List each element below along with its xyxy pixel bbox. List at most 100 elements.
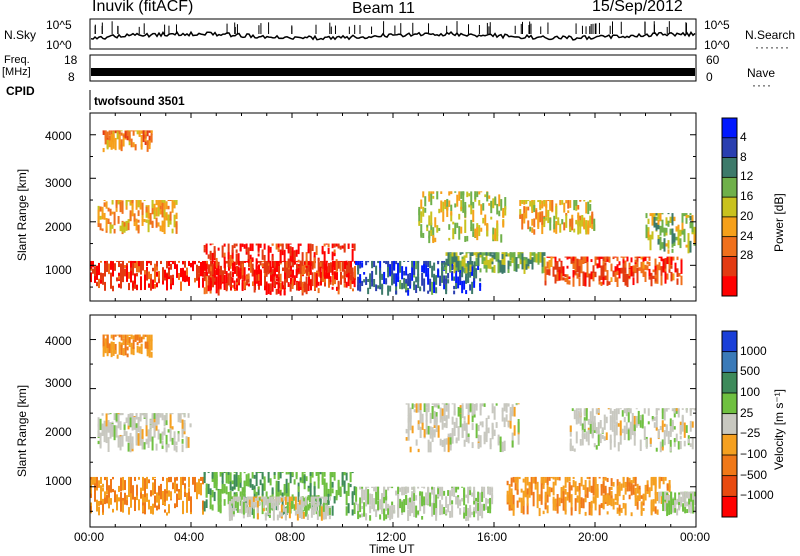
heatmap-cell bbox=[405, 437, 408, 441]
heatmap-cell bbox=[359, 260, 362, 267]
heatmap-cell bbox=[143, 413, 146, 418]
heatmap-cell bbox=[381, 506, 384, 515]
heatmap-cell bbox=[432, 235, 435, 244]
heatmap-cell bbox=[671, 419, 674, 427]
heatmap-cell bbox=[664, 271, 667, 284]
heatmap-cell bbox=[145, 425, 148, 437]
heatmap-cell bbox=[505, 403, 508, 413]
heatmap-cell bbox=[331, 505, 334, 516]
heatmap-cell bbox=[570, 258, 573, 264]
heatmap-cell bbox=[471, 423, 474, 431]
heatmap-cell bbox=[232, 272, 234, 278]
heatmap-cell bbox=[324, 496, 327, 504]
heatmap-cell bbox=[185, 436, 188, 446]
heatmap-cell bbox=[556, 261, 559, 275]
heatmap-cell bbox=[544, 502, 547, 510]
heatmap-cell bbox=[299, 279, 302, 287]
heatmap-cell bbox=[533, 200, 536, 209]
heatmap-cell bbox=[523, 212, 526, 224]
heatmap-cell bbox=[110, 145, 113, 150]
heatmap-cell bbox=[676, 268, 679, 277]
heatmap-cell bbox=[115, 200, 118, 209]
heatmap-cell bbox=[317, 281, 320, 286]
heatmap-cell bbox=[331, 286, 334, 290]
heatmap-cell bbox=[689, 420, 692, 432]
heatmap-cell bbox=[379, 514, 382, 520]
heatmap-cell bbox=[273, 472, 276, 480]
heatmap-cell bbox=[506, 490, 509, 503]
heatmap-cell bbox=[685, 408, 688, 413]
heatmap-cell bbox=[122, 134, 125, 138]
heatmap-cell bbox=[373, 504, 376, 512]
heatmap-cell bbox=[645, 224, 648, 239]
heatmap-cell bbox=[656, 273, 659, 284]
heatmap-cell bbox=[130, 334, 133, 340]
heatmap-cell bbox=[284, 499, 287, 505]
heatmap-cell bbox=[114, 334, 117, 337]
heatmap-cell bbox=[314, 276, 316, 290]
heatmap-cell bbox=[178, 491, 180, 499]
heatmap-cell bbox=[681, 227, 684, 235]
heatmap-cell bbox=[578, 482, 581, 494]
heatmap-cell bbox=[581, 215, 584, 227]
heatmap-cell bbox=[202, 262, 204, 277]
heatmap-cell bbox=[236, 284, 238, 291]
heatmap-cell bbox=[521, 252, 524, 257]
heatmap-cell bbox=[457, 264, 460, 273]
heatmap-cell bbox=[139, 413, 142, 420]
heatmap-cell bbox=[385, 514, 388, 520]
heatmap-cell bbox=[541, 254, 544, 267]
heatmap-cell bbox=[609, 434, 612, 444]
heatmap-cell bbox=[692, 499, 695, 506]
heatmap-cell bbox=[675, 408, 678, 412]
heatmap-cell bbox=[122, 334, 125, 339]
heatmap-cell bbox=[231, 505, 234, 509]
heatmap-cell bbox=[472, 201, 475, 209]
velocity-colorbar-swatch bbox=[722, 393, 737, 415]
heatmap-cell bbox=[461, 258, 464, 267]
heatmap-cell bbox=[633, 433, 636, 446]
heatmap-cell bbox=[118, 497, 120, 502]
heatmap-cell bbox=[256, 507, 259, 520]
heatmap-cell bbox=[130, 483, 132, 495]
heatmap-cell bbox=[103, 212, 106, 220]
heatmap-cell bbox=[102, 334, 105, 347]
heatmap-cell bbox=[319, 497, 322, 505]
heatmap-cell bbox=[134, 144, 137, 151]
heatmap-cell bbox=[418, 221, 421, 226]
heatmap-cell bbox=[347, 243, 350, 249]
heatmap-cell bbox=[112, 476, 114, 480]
heatmap-cell bbox=[122, 506, 124, 513]
heatmap-cell bbox=[231, 245, 234, 253]
heatmap-cell bbox=[90, 492, 92, 498]
heatmap-cell bbox=[122, 133, 125, 147]
heatmap-cell bbox=[108, 141, 111, 148]
heatmap-cell bbox=[459, 252, 462, 256]
heatmap-cell bbox=[541, 222, 544, 235]
heatmap-cell bbox=[99, 418, 102, 431]
heatmap-cell bbox=[447, 433, 450, 438]
heatmap-cell bbox=[108, 493, 110, 509]
heatmap-cell bbox=[252, 505, 255, 519]
velocity-colorbar-tick-label: 100 bbox=[740, 385, 761, 399]
heatmap-cell bbox=[383, 496, 386, 504]
heatmap-cell bbox=[531, 227, 534, 233]
heatmap-cell bbox=[603, 414, 606, 430]
heatmap-cell bbox=[424, 196, 427, 207]
velocity-colorbar-tick-label: −100 bbox=[740, 447, 768, 461]
heatmap-cell bbox=[467, 433, 470, 437]
heatmap-cell bbox=[445, 403, 448, 405]
heatmap-cell bbox=[322, 260, 324, 269]
heatmap-cell bbox=[264, 269, 266, 278]
heatmap-cell bbox=[451, 272, 454, 281]
heatmap-cell bbox=[171, 437, 174, 445]
heatmap-cell bbox=[625, 408, 628, 411]
heatmap-cell bbox=[507, 265, 510, 270]
heatmap-cell bbox=[670, 271, 673, 282]
heatmap-cell bbox=[661, 420, 664, 433]
heatmap-cell bbox=[399, 280, 402, 290]
heatmap-cell bbox=[561, 219, 564, 225]
heatmap-cell bbox=[116, 130, 119, 140]
heatmap-cell bbox=[221, 473, 224, 483]
heatmap-cell bbox=[507, 403, 510, 407]
